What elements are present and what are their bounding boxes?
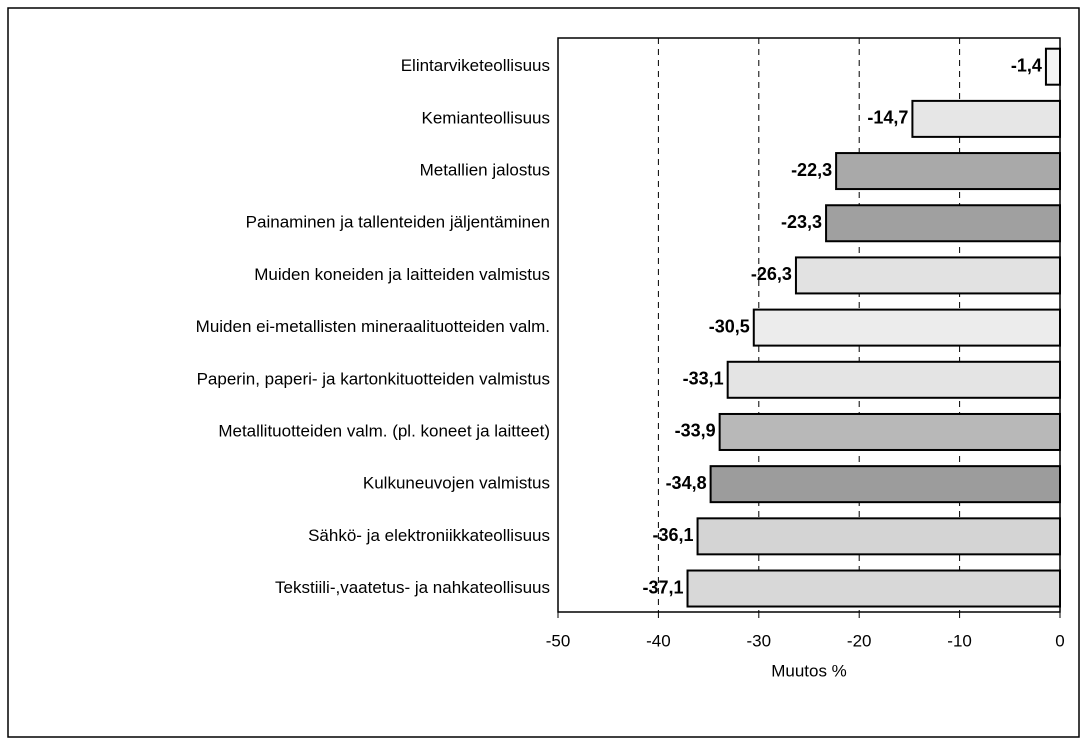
y-tick-label: Muiden koneiden ja laitteiden valmistus [254,265,550,284]
x-tick-label: -50 [546,631,571,650]
y-tick-label: Kulkuneuvojen valmistus [363,474,550,493]
y-tick-label: Sähkö- ja elektroniikkateollisuus [308,526,550,545]
y-tick-label: Metallien jalostus [420,161,550,180]
x-tick-label: -30 [747,631,772,650]
value-label: -33,9 [675,421,716,441]
bar [752,308,1062,347]
y-tick-label: Paperin, paperi- ja kartonkituotteiden v… [197,369,550,388]
y-tick-label: Tekstiili-,vaatetus- ja nahkateollisuus [275,578,550,597]
x-tick-label: -10 [947,631,972,650]
y-tick-label: Kemianteollisuus [421,108,550,127]
value-label: -37,1 [642,577,683,597]
value-label: -1,4 [1011,55,1042,75]
bar [1044,47,1061,86]
value-label: -22,3 [791,160,832,180]
value-label: -36,1 [653,525,694,545]
x-axis-label: Muutos % [771,661,847,680]
x-tick-label: -20 [847,631,872,650]
value-label: -34,8 [666,473,707,493]
x-tick-label: -40 [646,631,671,650]
y-tick-label: Muiden ei-metallisten mineraalituotteide… [196,317,550,336]
bar [718,412,1061,451]
y-tick-label: Metallituotteiden valm. (pl. koneet ja l… [218,421,550,440]
value-label: -26,3 [751,264,792,284]
value-label: -30,5 [709,316,750,336]
bar [709,465,1061,504]
bar [794,256,1061,295]
value-label: -33,1 [683,369,724,389]
value-label: -14,7 [867,108,908,128]
bar [696,517,1062,556]
bar [726,360,1062,399]
bar [825,204,1061,243]
bar [835,152,1061,191]
x-tick-label: 0 [1055,631,1064,650]
y-tick-label: Elintarviketeollisuus [401,56,550,75]
value-label: -23,3 [781,212,822,232]
bar [686,569,1061,608]
bar [911,99,1061,138]
y-tick-label: Painaminen ja tallenteiden jäljentäminen [246,213,550,232]
